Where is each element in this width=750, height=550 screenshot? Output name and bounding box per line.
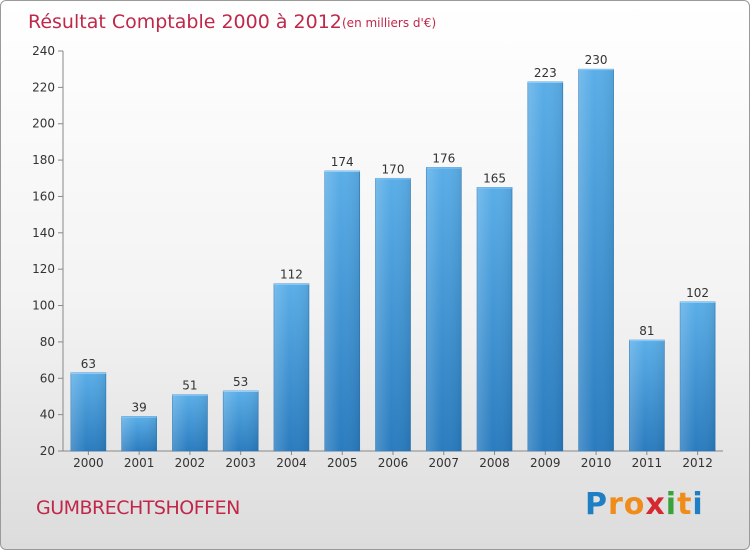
bar-value-label: 230: [585, 53, 608, 67]
bar-value-label: 51: [182, 379, 197, 393]
chart-subtitle: (en milliers d'€): [342, 16, 436, 30]
bar-shine: [324, 171, 360, 451]
logo-letter: i: [692, 487, 704, 522]
proxiti-logo[interactable]: Proxiti: [585, 487, 704, 522]
bar-shine: [375, 178, 411, 452]
x-tick-label: 2004: [276, 456, 307, 470]
y-tick-label: 120: [32, 262, 55, 276]
y-tick-label: 180: [32, 153, 55, 167]
bar-shine: [273, 283, 309, 451]
x-tick-label: 2008: [479, 456, 510, 470]
x-tick-label: 2010: [581, 456, 612, 470]
bar-value-label: 174: [331, 155, 354, 169]
bar-shine: [629, 340, 665, 451]
x-tick-label: 2000: [73, 456, 104, 470]
bar-shine: [680, 301, 716, 451]
bar-value-label: 112: [280, 268, 303, 282]
bar-value-label: 81: [639, 324, 654, 338]
commune-name: GUMBRECHTSHOFFEN: [36, 497, 240, 519]
y-tick-label: 20: [40, 444, 55, 458]
logo-letter: r: [608, 487, 624, 522]
y-tick-label: 160: [32, 189, 55, 203]
bar-shine: [70, 372, 106, 451]
x-tick-label: 2012: [682, 456, 713, 470]
y-tick-label: 240: [32, 44, 55, 58]
bar-shine: [172, 394, 208, 451]
logo-letter: o: [623, 487, 646, 522]
x-tick-label: 2006: [378, 456, 409, 470]
y-tick-label: 220: [32, 80, 55, 94]
axes: 20 40 60 80 100 120 140 160 180 200 220 240 2000 2001…: [32, 44, 723, 470]
y-tick-label: 140: [32, 226, 55, 240]
x-tick-label: 2002: [175, 456, 206, 470]
logo-letter: i: [665, 487, 678, 522]
bar-shine: [426, 167, 462, 451]
y-tick-label: 60: [40, 371, 55, 385]
x-tick-label: 2001: [124, 456, 155, 470]
bar-value-label: 165: [483, 171, 506, 185]
logo-letter: x: [645, 487, 666, 522]
chart-title: Résultat Comptable 2000 à 2012: [28, 11, 342, 33]
x-tick-label: 2009: [530, 456, 561, 470]
bar-value-label: 39: [132, 400, 147, 414]
bar-value-label: 176: [432, 151, 455, 165]
bar-value-label: 223: [534, 66, 557, 80]
bar-shine: [527, 81, 563, 451]
y-tick-label: 100: [32, 299, 55, 313]
y-tick-label: 80: [40, 335, 55, 349]
bar-shine: [578, 69, 614, 451]
x-tick-label: 2007: [428, 456, 459, 470]
bar-value-label: 170: [382, 162, 405, 176]
x-tick-label: 2011: [632, 456, 663, 470]
y-tick-label: 40: [40, 408, 55, 422]
logo-letter: P: [585, 487, 608, 522]
bar-shine: [223, 391, 259, 451]
y-tick-label: 200: [32, 117, 55, 131]
x-tick-label: 2003: [225, 456, 256, 470]
bar-value-label: 53: [233, 375, 248, 389]
bars: 63 39 51 53 112 174 170 176 165 223 230 81 102: [70, 53, 716, 452]
bar-value-label: 102: [686, 286, 709, 300]
x-tick-label: 2005: [327, 456, 358, 470]
bar-shine: [121, 416, 157, 451]
bar-value-label: 63: [81, 357, 96, 371]
logo-letter: t: [677, 487, 693, 522]
bar-shine: [477, 187, 513, 451]
